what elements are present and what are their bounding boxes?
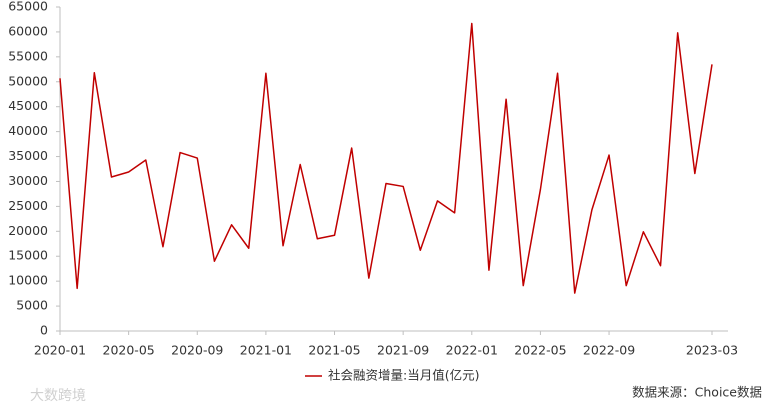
y-tick-label: 20000 (8, 223, 48, 238)
x-tick-label: 2020-05 (103, 343, 155, 358)
legend-label: 社会融资增量:当月值(亿元) (328, 368, 479, 383)
y-tick-label: 40000 (8, 123, 48, 138)
y-tick-label: 30000 (8, 173, 48, 188)
x-tick-label: 2022-01 (446, 343, 498, 358)
x-tick-label: 2020-01 (34, 343, 86, 358)
x-tick-label: 2021-01 (240, 343, 292, 358)
y-tick-label: 55000 (8, 48, 48, 63)
y-tick-label: 60000 (8, 23, 48, 38)
x-tick-label: 2022-09 (583, 343, 635, 358)
y-tick-label: 65000 (8, 0, 48, 14)
y-tick-label: 15000 (8, 248, 48, 263)
x-tick-label: 2021-05 (308, 343, 360, 358)
watermark: 大数跨境 (30, 388, 86, 404)
x-tick-label: 2020-09 (171, 343, 223, 358)
y-tick-label: 0 (40, 323, 48, 338)
x-tick-label: 2022-05 (514, 343, 566, 358)
x-tick-label: 2023-03 (686, 343, 738, 358)
y-tick-label: 5000 (16, 298, 48, 313)
series-line (59, 22, 713, 294)
y-tick-label: 45000 (8, 98, 48, 113)
x-tick-label: 2021-09 (377, 343, 429, 358)
y-tick-label: 50000 (8, 73, 48, 88)
y-tick-label: 10000 (8, 273, 48, 288)
y-tick-label: 25000 (8, 198, 48, 213)
y-tick-label: 35000 (8, 148, 48, 163)
source-note: 数据来源：Choice数据 (632, 385, 762, 400)
